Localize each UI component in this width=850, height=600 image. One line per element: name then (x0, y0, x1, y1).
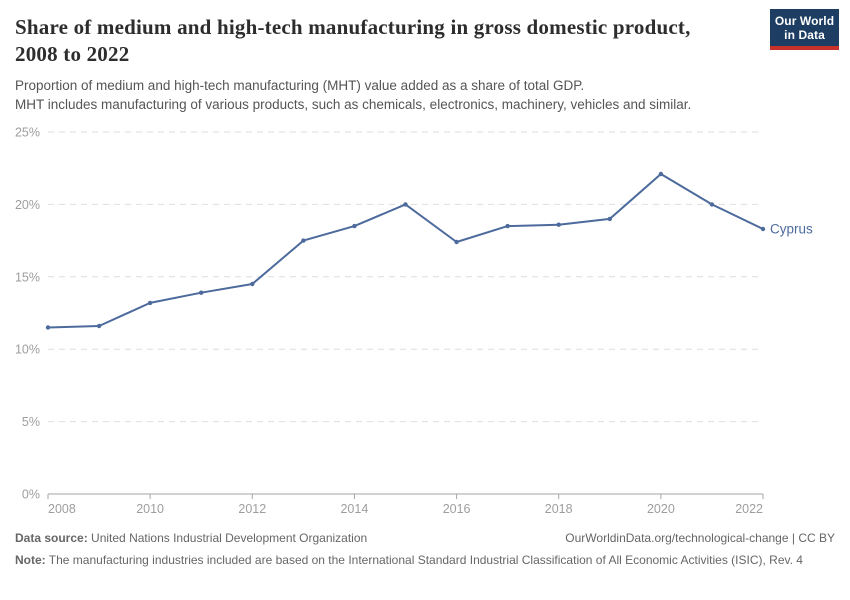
y-axis-tick-label: 15% (15, 270, 40, 284)
chart-subtitle-line-1: Proportion of medium and high-tech manuf… (15, 78, 585, 93)
x-axis-tick-label: 2014 (340, 502, 368, 516)
owid-citation-link[interactable]: OurWorldinData.org/technological-change … (565, 531, 835, 545)
data-point-2015[interactable] (403, 202, 408, 207)
data-point-2018[interactable] (556, 222, 561, 227)
chart-footer: Data source: United Nations Industrial D… (15, 530, 835, 568)
y-axis-tick-label: 0% (22, 488, 40, 502)
chart-subtitle: Proportion of medium and high-tech manuf… (15, 77, 691, 114)
data-point-2013[interactable] (301, 238, 306, 243)
data-point-2011[interactable] (199, 290, 204, 295)
note-text: The manufacturing industries included ar… (48, 553, 803, 567)
data-point-2012[interactable] (250, 281, 255, 287)
data-source-line: Data source: United Nations Industrial D… (15, 530, 367, 546)
note-line: Note: The manufacturing industries inclu… (15, 552, 835, 568)
note-label: Note: (15, 553, 46, 567)
data-source-text: United Nations Industrial Development Or… (91, 531, 368, 545)
owid-logo-line-2: in Data (784, 27, 825, 42)
data-point-2008[interactable] (45, 325, 51, 330)
data-point-2014[interactable] (352, 223, 357, 229)
y-axis-tick-label: 25% (15, 126, 40, 140)
entity-label[interactable]: Cyprus (770, 222, 813, 237)
y-axis-tick-label: 5% (22, 415, 40, 429)
x-axis-tick-label: 2020 (647, 502, 675, 516)
x-axis-tick-label: 2018 (545, 502, 573, 516)
data-point-2019[interactable] (607, 216, 612, 222)
line-chart-canvas[interactable]: 0% 5% 10% 15% 20% 25% 2008 2010 2012 2014 2016 2018… (0, 120, 850, 522)
data-point-2010[interactable] (147, 300, 153, 306)
data-point-2009[interactable] (96, 323, 102, 329)
data-point-2017[interactable] (505, 223, 510, 229)
y-axis-tick-label: 10% (15, 343, 40, 357)
data-point-2022[interactable] (760, 226, 766, 232)
chart-title: Share of medium and high-tech manufactur… (15, 15, 691, 66)
x-axis-tick-label: 2012 (238, 502, 266, 516)
chart-subtitle-line-2: MHT includes manufacturing of various pr… (15, 96, 692, 112)
data-source-label: Data source: (15, 531, 88, 545)
data-point-2021[interactable] (709, 202, 715, 207)
owid-logo[interactable]: Our World in Data (770, 9, 839, 50)
x-axis-tick-label: 2010 (136, 502, 164, 516)
x-axis-tick-label: 2008 (48, 502, 76, 516)
x-axis-tick-label: 2022 (735, 502, 763, 516)
data-point-2016[interactable] (454, 239, 459, 245)
data-point-2020[interactable] (658, 171, 664, 177)
y-axis-tick-label: 20% (15, 198, 40, 212)
series-line-cyprus[interactable] (47, 173, 764, 329)
x-axis-tick-label: 2016 (443, 502, 471, 516)
owid-logo-line-1: Our World (774, 13, 835, 28)
